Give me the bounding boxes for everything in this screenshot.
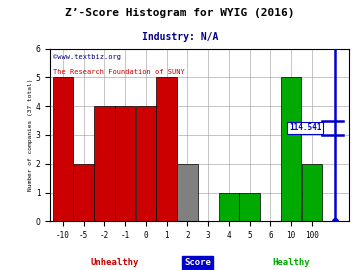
Bar [177,164,198,221]
Bar [239,193,260,221]
Bar [281,77,301,221]
Text: The Research Foundation of SUNY: The Research Foundation of SUNY [53,69,185,75]
Text: Unhealthy: Unhealthy [90,258,139,266]
Text: 114.541: 114.541 [289,123,321,132]
Bar [302,164,322,221]
Text: Z’-Score Histogram for WYIG (2016): Z’-Score Histogram for WYIG (2016) [65,8,295,18]
Text: Healthy: Healthy [272,258,310,266]
Y-axis label: Number of companies (37 total): Number of companies (37 total) [28,79,33,191]
Bar [73,164,94,221]
Text: Industry: N/A: Industry: N/A [142,32,218,42]
Bar [115,106,135,221]
Bar [94,106,114,221]
Bar [136,106,156,221]
Text: Score: Score [184,258,211,266]
Text: ©www.textbiz.org: ©www.textbiz.org [53,54,121,60]
Bar [157,77,177,221]
Bar [53,77,73,221]
Bar [219,193,239,221]
